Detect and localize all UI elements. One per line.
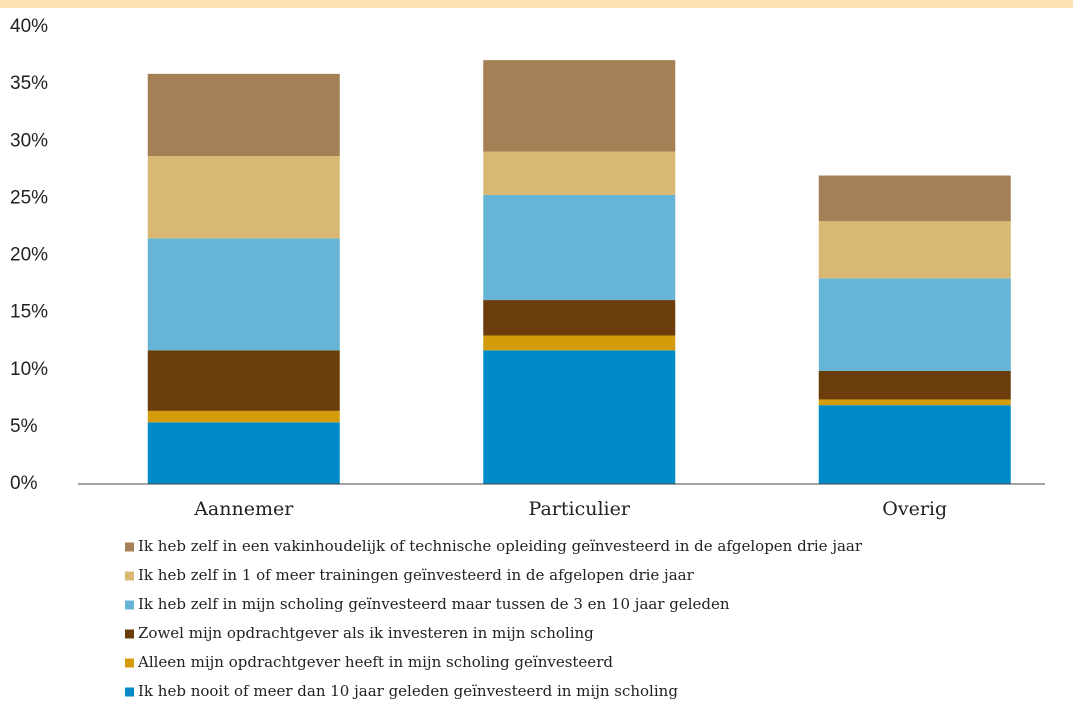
bar-segment (818, 278, 1011, 371)
bar-segment (483, 194, 676, 301)
legend-label: Ik heb zelf in mijn scholing geïnvesteer… (138, 595, 730, 613)
x-tick-label: Overig (882, 498, 947, 520)
bar-segment (483, 335, 676, 351)
legend-swatch (125, 658, 134, 668)
legend-swatch (125, 542, 134, 552)
bar-segment (483, 350, 676, 484)
legend-swatch (125, 687, 134, 697)
bar-segment (818, 221, 1011, 279)
legend-swatch (125, 600, 134, 610)
legend-label: Ik heb zelf in een vakinhoudelijk of tec… (138, 537, 863, 555)
legend-label: Zowel mijn opdrachtgever als ik invester… (138, 624, 594, 642)
bar-segment (818, 175, 1011, 222)
bar-segment (147, 422, 340, 484)
legend-swatch (125, 629, 134, 639)
bar-segment (147, 156, 340, 239)
bar-segment (818, 399, 1011, 406)
bar-segment (818, 370, 1011, 400)
y-tick-label: 25% (10, 187, 48, 208)
y-tick-label: 35% (10, 73, 48, 94)
top-band (0, 0, 1073, 8)
y-tick-label: 20% (10, 245, 48, 266)
bar-segment (147, 410, 340, 423)
bar-segment (483, 300, 676, 336)
x-tick-label: Particulier (529, 498, 631, 520)
y-tick-label: 40% (10, 16, 48, 37)
legend-label: Ik heb zelf in 1 of meer trainingen geïn… (138, 566, 695, 584)
legend-label: Alleen mijn opdrachtgever heeft in mijn … (137, 653, 613, 671)
bar-segment (818, 405, 1011, 484)
legend-swatch (125, 571, 134, 581)
bar-segment (483, 60, 676, 152)
y-tick-label: 5% (10, 416, 38, 437)
y-tick-label: 10% (10, 359, 48, 380)
bar-segment (147, 350, 340, 411)
bar-segment (147, 73, 340, 157)
bar-segment (147, 238, 340, 351)
y-tick-label: 15% (10, 302, 48, 323)
y-tick-label: 30% (10, 130, 48, 151)
y-tick-label: 0% (10, 473, 38, 494)
bar-segment (483, 151, 676, 195)
x-tick-label: Aannemer (193, 498, 294, 520)
legend-label: Ik heb nooit of meer dan 10 jaar geleden… (138, 682, 678, 700)
